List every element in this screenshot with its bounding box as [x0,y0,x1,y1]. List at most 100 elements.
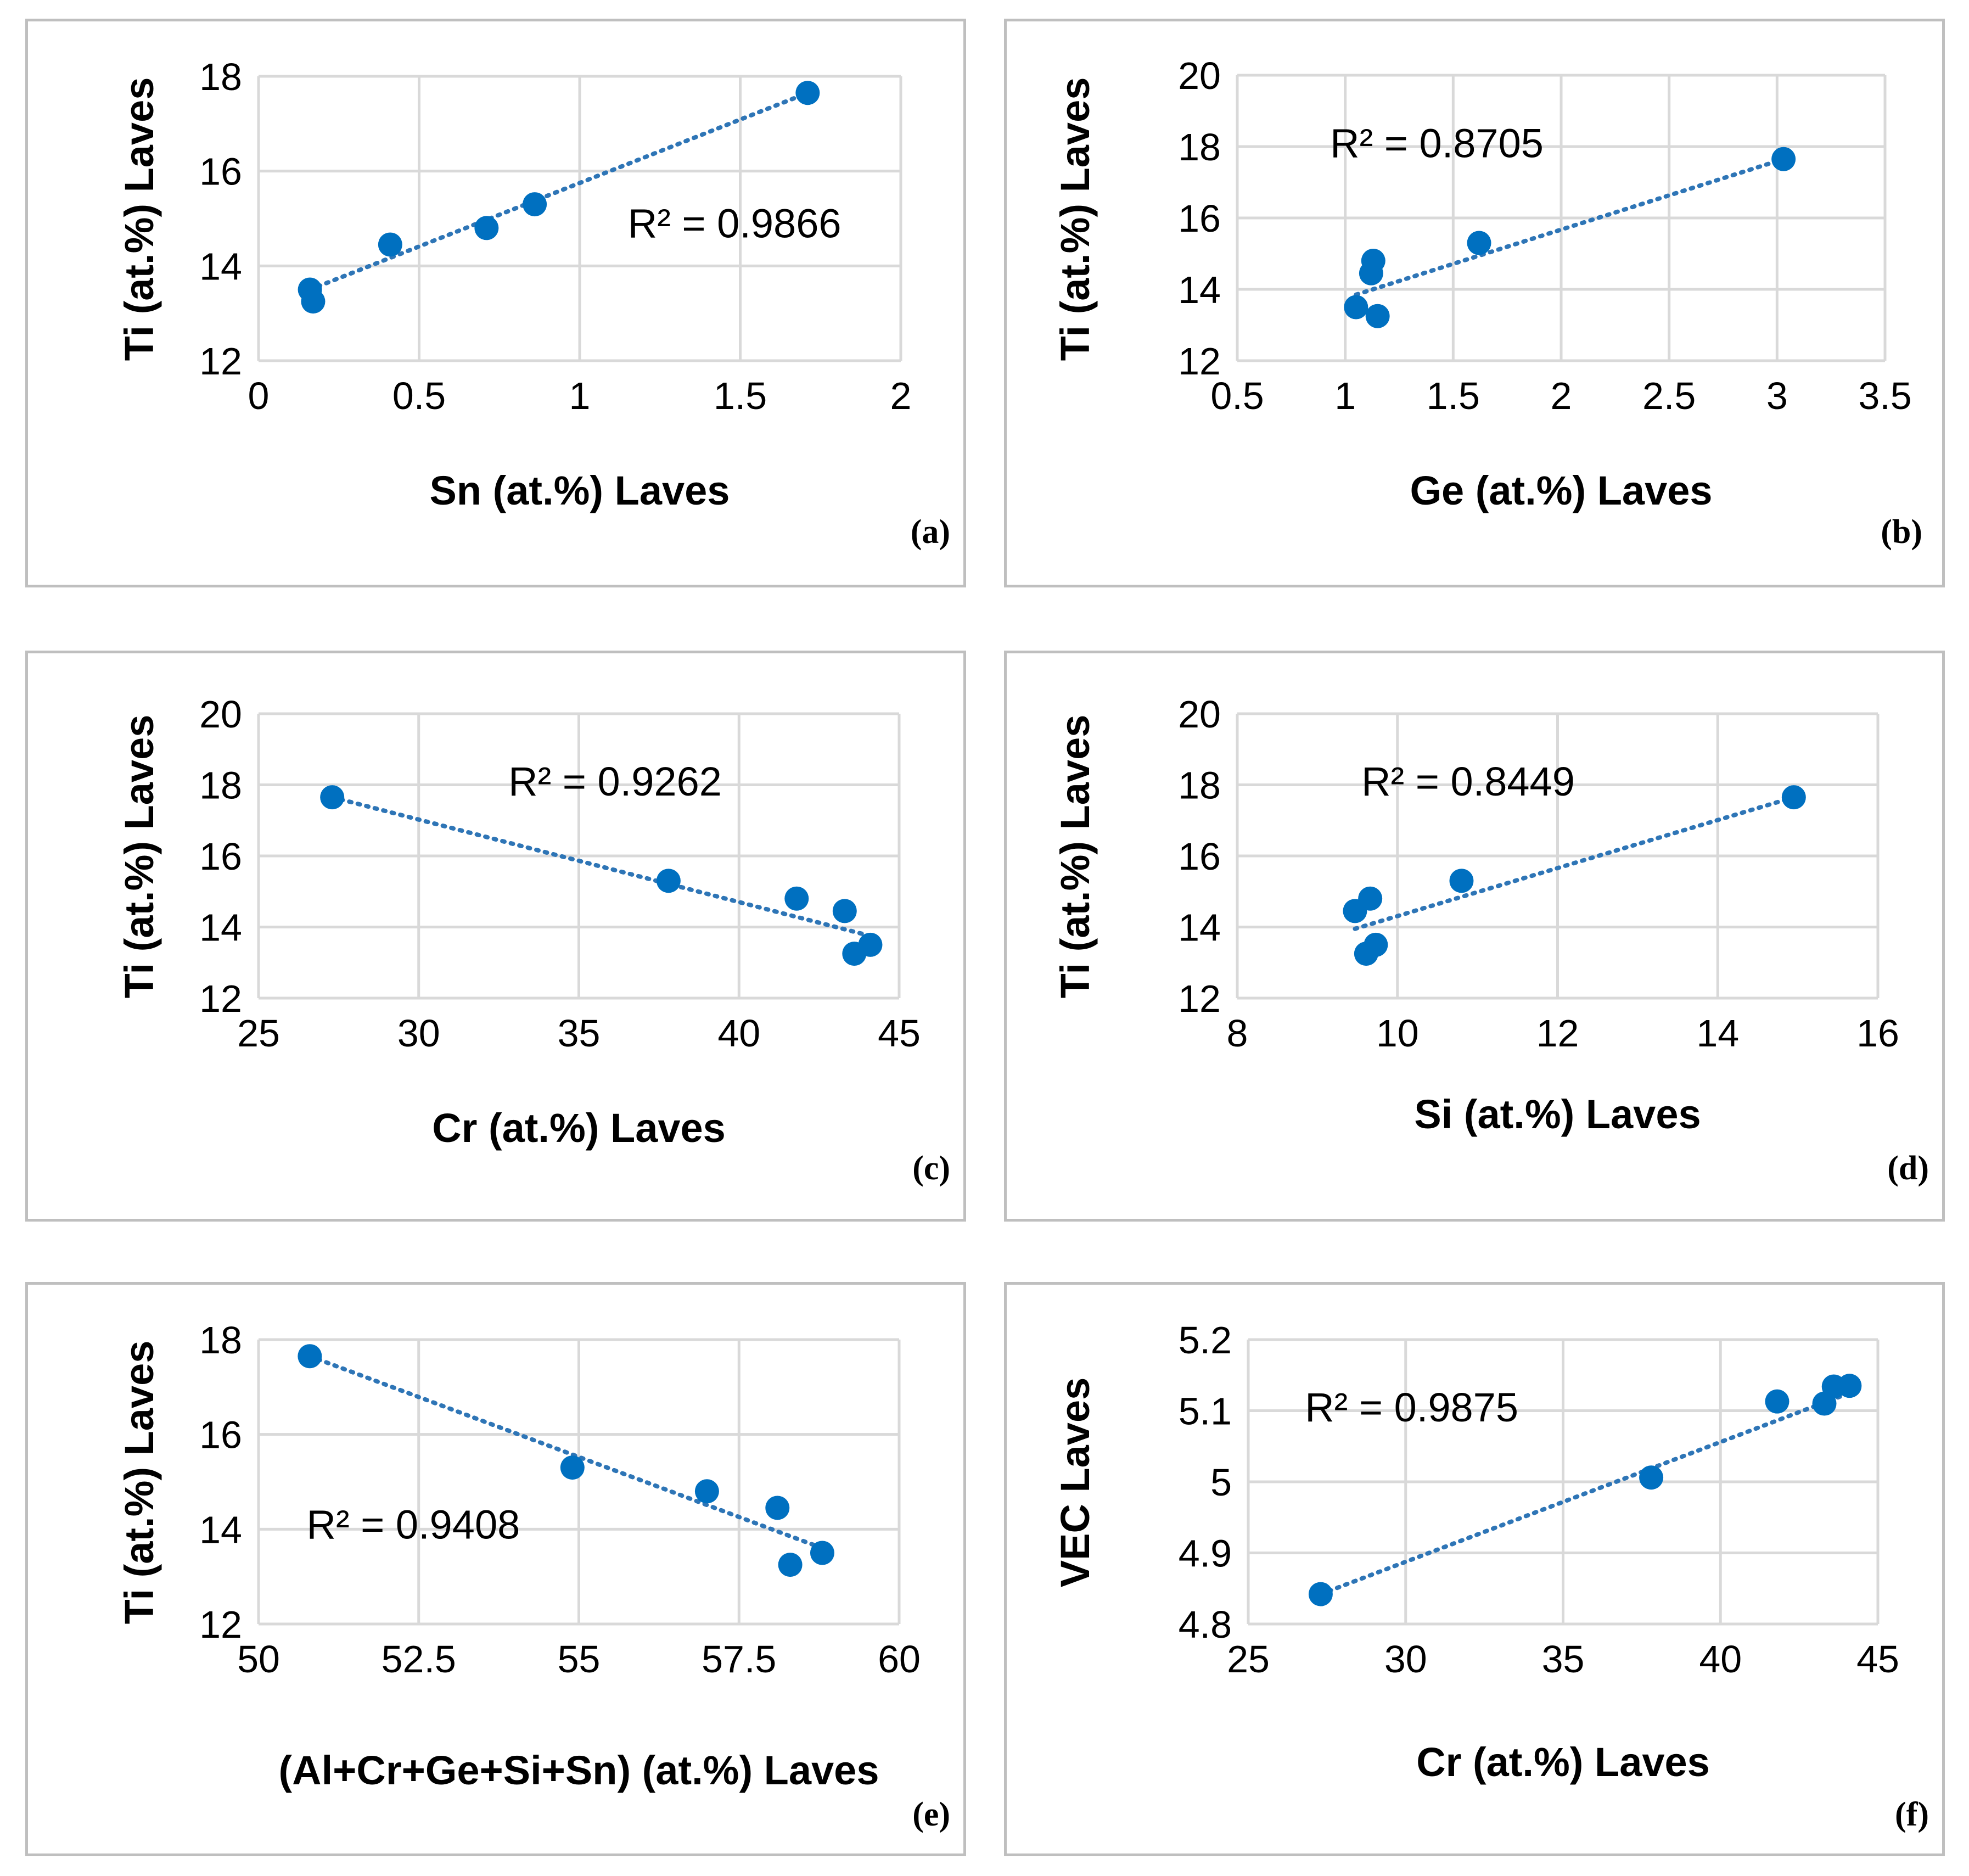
panel-label: (f) [1895,1796,1929,1833]
y-tick-label: 12 [199,977,242,1020]
y-axis-title: Ti (at.%) Laves [1052,715,1098,999]
r-squared-label: R² = 0.8449 [1361,759,1575,804]
y-tick-label: 14 [199,906,242,949]
panel-label: (b) [1881,513,1922,551]
x-tick-label: 1 [569,374,591,417]
y-tick-label: 5 [1210,1461,1232,1504]
x-tick-label: 30 [397,1012,440,1055]
y-tick-label: 20 [1178,693,1221,736]
data-point [832,899,857,923]
chart-d: 8 10 12 14 16 12 14 16 18 20 R² = 0.8449 Si (at.%) … [1052,693,1929,1187]
chart-b: 0.5 1 1.5 2 2.5 3 3.5 12 14 16 18 20 R² = 0.8705 Ge (… [1052,54,1922,551]
data-point [1449,869,1474,893]
y-tick-label: 18 [1178,126,1221,169]
x-tick-label: 8 [1227,1012,1248,1055]
r-squared-label: R² = 0.9262 [508,759,722,804]
panel-label: (d) [1887,1150,1929,1187]
data-point [560,1455,585,1480]
r-squared-label: R² = 0.9866 [628,201,842,247]
data-point [1361,249,1385,273]
data-point [378,232,402,257]
x-tick-label: 2 [1551,374,1572,417]
data-point [301,289,326,314]
y-tick-label: 18 [199,764,242,807]
y-tick-label: 12 [1178,340,1221,383]
chart-f: 25 30 35 40 45 4.8 4.9 5 5.1 5.2 R² = 0.9875 Cr (at… [1052,1319,1929,1833]
data-point [795,81,820,105]
x-tick-label: 0.5 [392,374,446,417]
data-point [778,1553,803,1577]
trendline [330,795,873,938]
data-point [1771,147,1796,171]
y-tick-label: 18 [1178,764,1221,807]
data-point [1837,1374,1862,1398]
panel-e: 50 52.5 55 57.5 60 12 14 16 18 R² = 0.9408 (Al+Cr+… [25,1282,966,1856]
data-point [810,1541,834,1565]
trendline [1318,1391,1852,1597]
r-squared-label: R² = 0.9408 [307,1502,520,1548]
data-point [1765,1389,1790,1414]
y-tick-label: 14 [1178,906,1221,949]
data-point [474,216,499,240]
panel-c: 25 30 35 40 45 12 14 16 18 20 R² = 0.9262 Cr (at.%)… [25,651,966,1222]
data-point [523,192,547,217]
y-tick-label: 20 [199,693,242,736]
y-tick-label: 12 [1178,977,1221,1020]
x-tick-label: 45 [878,1012,921,1055]
data-point [1344,295,1368,320]
data-point [298,1344,322,1369]
x-tick-label: 1 [1334,374,1356,417]
panel-label: (c) [912,1150,950,1187]
trendline [1353,795,1796,931]
panel-label: (a) [911,513,950,551]
x-tick-label: 2.5 [1642,374,1696,417]
data-point [1781,785,1806,810]
data-point [1467,231,1491,255]
x-tick-label: 3.5 [1858,374,1911,417]
r-squared-label: R² = 0.9875 [1305,1385,1518,1430]
x-tick-label: 1.5 [1427,374,1480,417]
x-tick-label: 35 [1542,1638,1585,1681]
x-axis-title: Ge (at.%) Laves [1410,468,1712,513]
y-tick-label: 18 [199,55,242,98]
y-axis-title: Ti (at.%) Laves [116,715,162,999]
x-tick-label: 40 [1699,1638,1742,1681]
panel-d: 8 10 12 14 16 12 14 16 18 20 R² = 0.8449 Si (at.%) … [1004,651,1945,1222]
y-tick-label: 16 [199,150,242,193]
x-tick-label: 57.5 [702,1638,776,1681]
data-point [784,886,809,911]
y-tick-label: 4.9 [1179,1532,1232,1575]
y-tick-label: 16 [1178,835,1221,878]
y-tick-label: 12 [199,340,242,383]
y-tick-label: 5.2 [1179,1319,1232,1362]
y-axis-title: VEC Laves [1052,1377,1098,1588]
y-tick-label: 16 [1178,197,1221,240]
trendline [307,91,810,292]
x-axis-title: Cr (at.%) Laves [1416,1739,1710,1785]
y-tick-label: 16 [199,835,242,878]
x-tick-label: 45 [1856,1638,1899,1681]
x-axis-title: Sn (at.%) Laves [430,468,730,513]
y-tick-label: 20 [1178,54,1221,97]
x-tick-label: 1.5 [714,374,767,417]
y-axis-title: Ti (at.%) Laves [116,77,162,361]
data-point [320,785,345,810]
panel-b: 0.5 1 1.5 2 2.5 3 3.5 12 14 16 18 20 R² = 0.8705 Ge (… [1004,19,1945,587]
x-tick-label: 25 [1227,1638,1270,1681]
panel-a: 0 0.5 1 1.5 2 12 14 16 18 R² = 0.9866 Sn (at.%) La… [25,19,966,587]
x-tick-label: 55 [558,1638,601,1681]
data-point [858,932,883,957]
data-point [1365,304,1390,328]
data-point [1358,886,1383,911]
x-axis-title: Si (at.%) Laves [1414,1091,1701,1137]
data-point [1308,1582,1333,1606]
x-tick-label: 50 [237,1638,280,1681]
x-tick-label: 2 [890,374,912,417]
data-point [656,869,681,893]
panel-f: 25 30 35 40 45 4.8 4.9 5 5.1 5.2 R² = 0.9875 Cr (at… [1004,1282,1945,1856]
y-tick-label: 18 [199,1319,242,1362]
x-tick-label: 10 [1376,1012,1419,1055]
y-tick-label: 4.8 [1179,1603,1232,1646]
x-tick-label: 52.5 [382,1638,456,1681]
chart-e: 50 52.5 55 57.5 60 12 14 16 18 R² = 0.9408 (Al+Cr+… [116,1319,950,1833]
